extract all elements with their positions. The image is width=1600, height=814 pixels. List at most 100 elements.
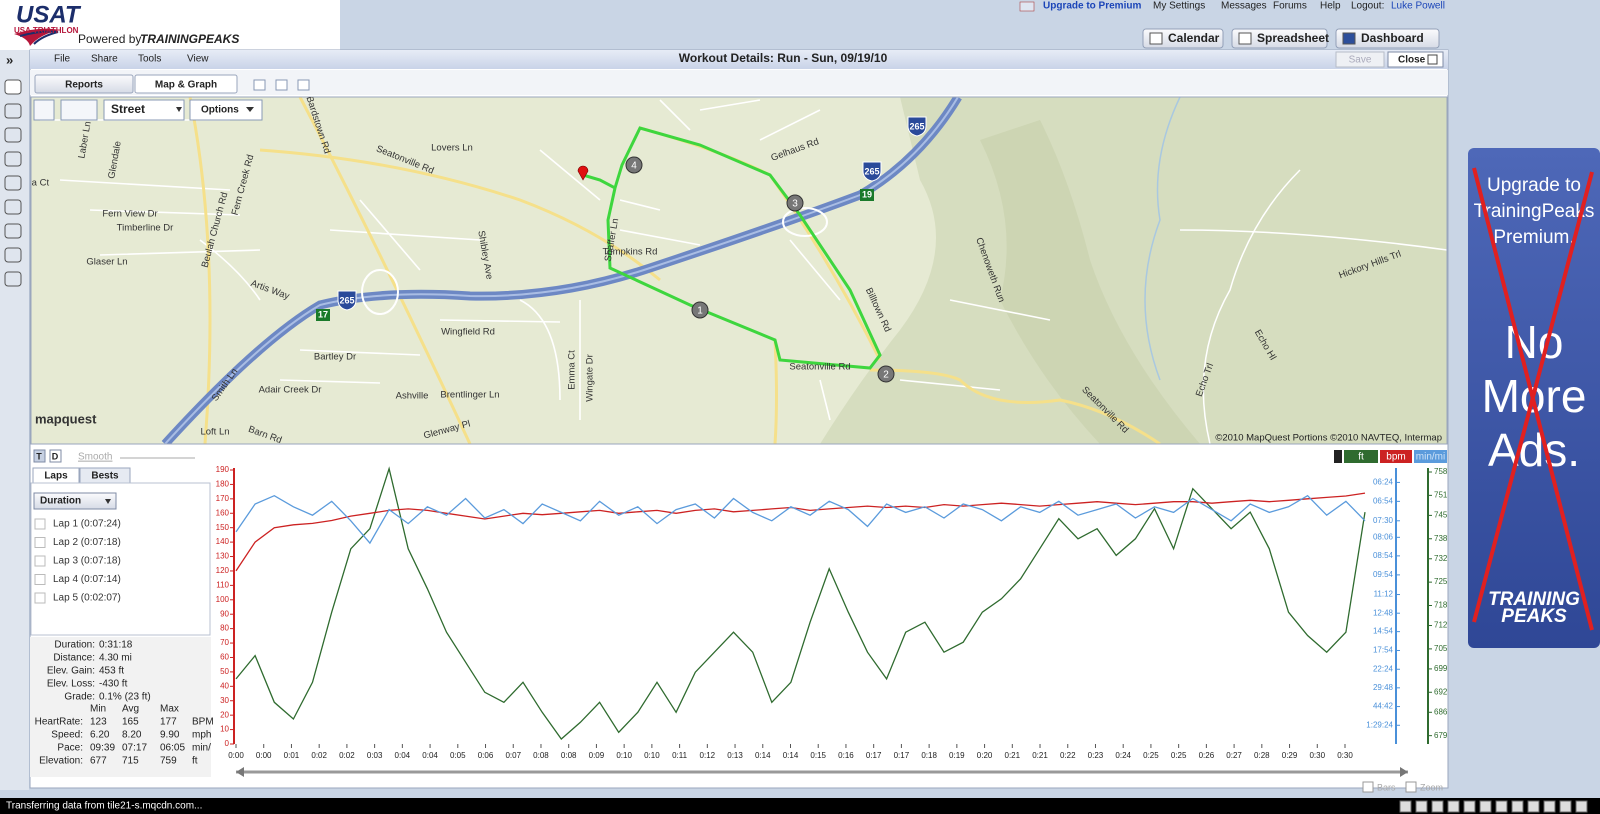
lap-checkbox[interactable] [34,518,46,530]
lap-checkbox[interactable] [34,537,46,548]
top-tab-label: Spreadsheet [1257,31,1329,45]
y-tick-label: 80 [220,624,229,633]
map-border [30,96,1448,445]
top-link[interactable]: My Settings [1153,1,1205,12]
style-select[interactable] [103,99,185,121]
layout-icon[interactable] [275,79,288,91]
lap-item[interactable]: Lap 2 (0:07:18) [53,537,121,548]
menu-item[interactable]: Tools [138,54,161,65]
top-link[interactable]: Help [1320,1,1341,12]
y-tick-label: 120 [216,566,230,575]
top-tab[interactable] [1231,28,1328,49]
lap-item[interactable]: Lap 4 (0:07:14) [53,574,121,585]
sidebar-icon[interactable] [4,271,22,287]
flag-icon [1019,1,1035,12]
sidebar-icon[interactable] [4,151,22,167]
legend-swatch[interactable] [1414,450,1447,463]
x-tick-label: 0:11 [672,751,688,760]
top-link[interactable]: Upgrade to Premium [1043,1,1141,12]
top-link[interactable]: Logout: [1351,1,1384,12]
y-tick-label: 110 [216,580,229,589]
sidebar-icon[interactable] [4,79,22,95]
y-tick-label: 60 [220,653,229,662]
layout-icon[interactable] [297,79,310,91]
y-tick-label: 90 [220,609,229,618]
options-button[interactable] [189,99,263,121]
sidebar-icon[interactable] [4,247,22,263]
x-tick-label: 0:01 [284,751,300,760]
stats-cell: 9.90 [160,730,180,741]
lap-checkbox[interactable] [34,574,46,585]
menu-item[interactable]: View [187,54,209,65]
lap-marker[interactable] [786,194,804,212]
top-tab[interactable] [1335,28,1440,49]
road-label: Fern View Dr [102,209,157,220]
y-tick-label: 40 [220,681,229,690]
shield-label: 265 [864,166,879,176]
sidebar-icon[interactable] [4,103,22,119]
sidebar-icon[interactable] [4,175,22,191]
lap-item[interactable]: Lap 1 (0:07:24) [53,519,121,530]
zoom-control[interactable] [60,99,98,121]
menu-item[interactable]: Share [91,54,118,65]
x-tick-label: 0:23 [1088,751,1104,760]
lap-marker[interactable] [625,156,643,174]
top-link[interactable]: Messages [1221,1,1267,12]
pan-control[interactable] [33,99,55,121]
legend-swatch[interactable] [1380,450,1412,463]
save-button[interactable] [1335,51,1385,68]
sort-select[interactable] [33,492,117,510]
y2-tick-label: 11:12 [1374,590,1394,599]
lap-checkbox[interactable] [34,555,46,567]
checkbox[interactable] [1405,781,1417,793]
stats-label: Pace: [57,743,83,754]
lap-marker[interactable] [691,301,709,319]
subtab[interactable] [134,74,238,94]
x-tick-label: 0:20 [977,751,993,760]
map[interactable] [31,97,1447,444]
x-tick-label: 0:30 [1309,751,1325,760]
stats-cell: ft [192,756,198,767]
x-tick-label: 0:24 [1115,751,1131,760]
y3-tick-label: 725 [1434,577,1448,586]
top-link[interactable]: Luke Powell [1391,1,1445,12]
stats-cell: 177 [160,717,177,728]
road-label: Adair Creek Dr [259,385,322,396]
tray-icon [1543,800,1556,813]
checkbox[interactable] [1362,781,1374,793]
top-tab[interactable] [1142,28,1224,49]
hills [980,120,1200,444]
tray-icon [1511,800,1524,813]
subtab[interactable] [34,74,134,94]
y3-tick-label: 705 [1434,644,1448,653]
lap-checkbox[interactable] [34,592,46,604]
lap-marker[interactable] [877,365,895,383]
x-tick-label: 0:10 [644,751,660,760]
sidebar-icon[interactable] [4,223,22,239]
t-button[interactable] [33,449,46,463]
lap-item[interactable]: Lap 5 (0:02:07) [53,593,121,604]
d-button[interactable] [49,449,62,463]
x-tick-label: 0:13 [727,751,743,760]
lap-item[interactable]: Lap 3 (0:07:18) [53,556,121,567]
y2-tick-label: 14:54 [1373,627,1394,636]
tab-icon [1149,32,1163,45]
sidebar-icon[interactable] [4,199,22,215]
map-brand: mapquest [35,411,97,426]
window-title: Workout Details: Run - Sun, 09/19/10 [679,51,888,65]
top-link[interactable]: Forums [1273,1,1307,12]
stats-cell: 677 [90,756,107,767]
menu-item[interactable]: File [54,54,71,65]
close-button[interactable] [1387,51,1444,68]
road-label: Tompkins Rd [603,247,658,258]
exit-sign [860,189,874,201]
y3-tick-label: 718 [1434,601,1448,610]
lap-marker-label: 4 [631,161,637,172]
layout-icon[interactable] [253,79,266,91]
save-label: Save [1349,55,1372,66]
dropdown-arrow [105,499,111,504]
sidebar-icon[interactable] [4,127,22,143]
ad-text: Premium. [1493,227,1574,248]
close-label: Close [1398,55,1426,66]
legend-swatch[interactable] [1344,450,1378,463]
